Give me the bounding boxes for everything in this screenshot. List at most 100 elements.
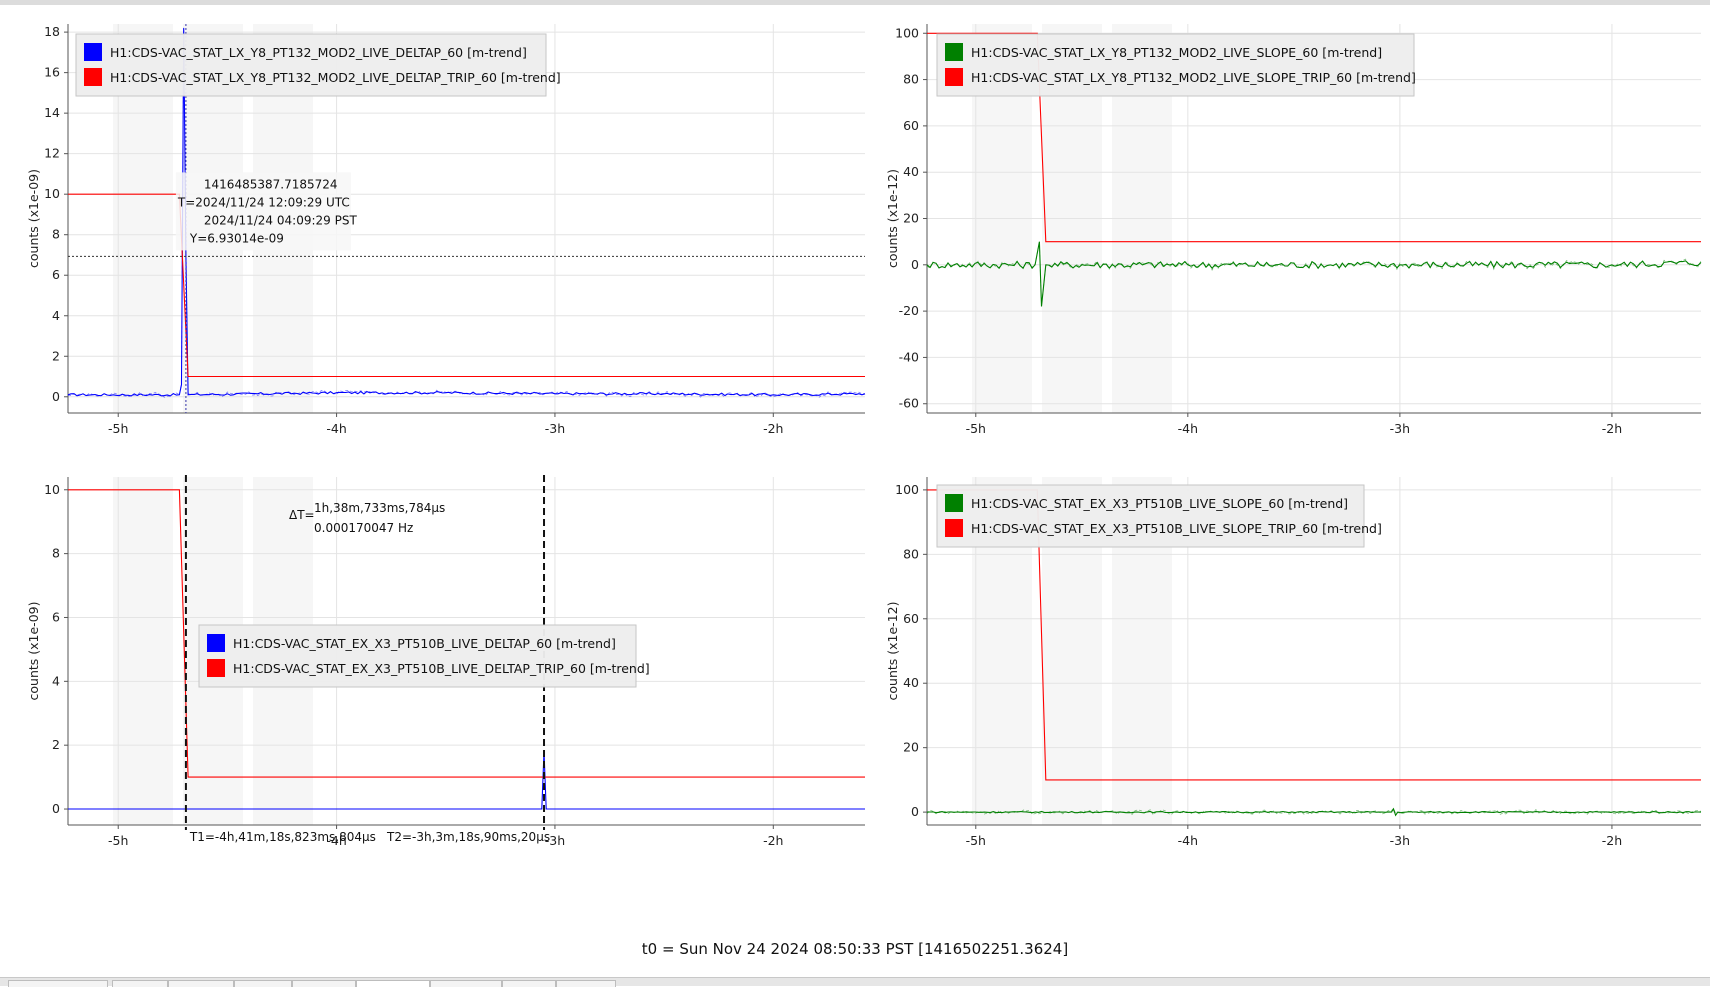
cursor-readout-text: Y=6.93014e-09 <box>189 231 284 245</box>
tab[interactable] <box>502 980 556 987</box>
y-tick-label: 16 <box>44 65 60 80</box>
delta-t-prefix: ΔT= <box>289 508 315 522</box>
y-tick-label: 4 <box>52 308 60 323</box>
legend-swatch <box>945 68 963 86</box>
cursor-readout-text: 1416485387.7185724 <box>204 177 338 191</box>
y-tick-label: 80 <box>903 546 919 561</box>
legend-swatch <box>84 43 102 61</box>
tab[interactable] <box>356 980 430 987</box>
series-envelope-line <box>926 242 1702 306</box>
y-tick-label: 14 <box>44 105 60 120</box>
legend-box <box>936 484 1365 548</box>
x-tick-label: -2h <box>763 833 783 848</box>
y-tick-label: 40 <box>903 675 919 690</box>
tab[interactable] <box>112 980 168 987</box>
series-line[interactable] <box>67 28 866 397</box>
y-tick-label: 2 <box>52 737 60 752</box>
y-tick-label: 10 <box>44 482 60 497</box>
chart-svg[interactable]: -5h -4h -3h -2h 0 2 4 6 8 10 counts (x1e-09) T1=-4h… <box>0 460 865 930</box>
x-tick-label: -2h <box>1602 833 1622 848</box>
delta-frequency: 0.000170047 Hz <box>314 521 413 535</box>
legend-entry-label: H1:CDS-VAC_STAT_EX_X3_PT510B_LIVE_DELTAP… <box>233 661 650 676</box>
y-tick-label: 0 <box>52 389 60 404</box>
y-axis-label: counts (x1e-09) <box>26 602 41 701</box>
x-tick-label: -3h <box>545 421 565 436</box>
y-tick-label: 4 <box>52 673 60 688</box>
tab[interactable] <box>168 980 234 987</box>
y-tick-label: 0 <box>911 804 919 819</box>
y-tick-label: 40 <box>903 164 919 179</box>
series-line[interactable] <box>926 807 1702 817</box>
legend-entry-label: H1:CDS-VAC_STAT_LX_Y8_PT132_MOD2_LIVE_DE… <box>110 45 527 60</box>
x-tick-label: -5h <box>966 833 986 848</box>
y-tick-label: 100 <box>895 25 919 40</box>
chart-svg[interactable]: -5h -4h -3h -2h 0 20 40 60 80 100 counts (x1e-12) H… <box>865 460 1710 930</box>
y-tick-label: 12 <box>44 146 60 161</box>
legend-entry-label: H1:CDS-VAC_STAT_LX_Y8_PT132_MOD2_LIVE_SL… <box>971 70 1416 85</box>
y-tick-label: 18 <box>44 24 60 39</box>
x-tick-label: -3h <box>1390 833 1410 848</box>
tab-bar <box>0 977 1710 987</box>
y-tick-label: 6 <box>52 609 60 624</box>
y-tick-label: 10 <box>44 186 60 201</box>
legend-box <box>936 33 1415 97</box>
legend-entry-label: H1:CDS-VAC_STAT_EX_X3_PT510B_LIVE_SLOPE_… <box>971 521 1382 536</box>
y-tick-label: -40 <box>899 349 919 364</box>
window-top-edge <box>0 0 1710 5</box>
t2-label: T2=-3h,3m,18s,90ms,20μs <box>386 830 550 844</box>
tab[interactable] <box>430 980 502 987</box>
plot-bottom-left[interactable]: -5h -4h -3h -2h 0 2 4 6 8 10 counts (x1e-09) T1=-4h… <box>0 460 865 930</box>
legend-box <box>75 33 547 97</box>
series-line[interactable] <box>926 241 1702 307</box>
plot-bottom-right[interactable]: -5h -4h -3h -2h 0 20 40 60 80 100 counts (x1e-12) H… <box>865 460 1710 930</box>
x-tick-label: -2h <box>1602 421 1622 436</box>
legend-swatch <box>945 494 963 512</box>
y-tick-label: 60 <box>903 118 919 133</box>
series-line[interactable] <box>68 193 865 378</box>
legend-swatch <box>207 634 225 652</box>
legend-swatch <box>84 68 102 86</box>
t0-label: t0 = Sun Nov 24 2024 08:50:33 PST [14165… <box>641 940 1069 958</box>
y-tick-label: 20 <box>903 211 919 226</box>
legend-swatch <box>945 43 963 61</box>
y-tick-label: 8 <box>52 546 60 561</box>
plot-top-left[interactable]: -5h -4h -3h -2h 0 2 4 6 8 10 12 14 16 18 counts (x1e-0… <box>0 10 866 460</box>
x-tick-label: -4h <box>1178 421 1198 436</box>
legend-swatch <box>945 519 963 537</box>
y-tick-label: 8 <box>52 227 60 242</box>
tab[interactable] <box>234 980 292 987</box>
cursor-readout-text: 2024/11/24 04:09:29 PST <box>204 213 358 227</box>
tab[interactable] <box>292 980 356 987</box>
tab[interactable] <box>8 980 108 987</box>
y-tick-label: 0 <box>52 801 60 816</box>
legend-box <box>198 624 637 688</box>
cursor-info-box <box>175 172 351 251</box>
x-tick-label: -4h <box>1178 833 1198 848</box>
legend-entry-label: H1:CDS-VAC_STAT_LX_Y8_PT132_MOD2_LIVE_DE… <box>110 70 561 85</box>
x-tick-label: -5h <box>108 421 128 436</box>
plot-shade-band <box>113 477 173 825</box>
t1-label: T1=-4h,41m,18s,823ms,804μs <box>189 830 376 844</box>
legend-swatch <box>207 659 225 677</box>
series-line[interactable] <box>68 489 865 778</box>
y-tick-label: 2 <box>52 348 60 363</box>
legend-entry-label: H1:CDS-VAC_STAT_EX_X3_PT510B_LIVE_DELTAP… <box>233 636 616 651</box>
y-axis-label: counts (x1e-12) <box>885 169 900 268</box>
x-tick-label: -4h <box>326 421 346 436</box>
y-axis-label: counts (x1e-09) <box>26 169 41 268</box>
y-tick-label: 60 <box>903 611 919 626</box>
y-tick-label: 100 <box>895 482 919 497</box>
x-tick-label: -3h <box>545 833 565 848</box>
x-tick-label: -5h <box>966 421 986 436</box>
tab[interactable] <box>556 980 616 987</box>
y-tick-label: 80 <box>903 72 919 87</box>
plot-top-right[interactable]: -5h -4h -3h -2h -60 -40 -20 0 20 40 60 80 100 counts … <box>865 10 1710 460</box>
y-tick-label: 6 <box>52 267 60 282</box>
series-line[interactable] <box>927 32 1701 243</box>
chart-svg[interactable]: -5h -4h -3h -2h -60 -40 -20 0 20 40 60 80 100 counts … <box>865 10 1710 460</box>
y-tick-label: -20 <box>899 303 919 318</box>
x-tick-label: -3h <box>1390 421 1410 436</box>
y-axis-label: counts (x1e-12) <box>885 602 900 701</box>
chart-svg[interactable]: -5h -4h -3h -2h 0 2 4 6 8 10 12 14 16 18 counts (x1e-0… <box>0 10 866 460</box>
y-tick-label: 0 <box>911 257 919 272</box>
